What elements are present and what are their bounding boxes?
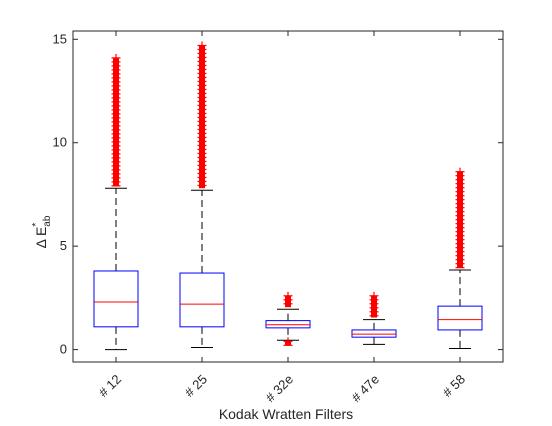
y-axis-label: Δ E*ab — [31, 215, 53, 248]
box-1 — [93, 53, 139, 351]
y-axis-label-subscript: ab — [42, 215, 53, 227]
box-iqr — [179, 272, 225, 328]
outlier-band — [199, 45, 205, 189]
y-axis-label-superscript: * — [31, 223, 42, 227]
x-axis-label: Kodak Wratten Filters — [219, 406, 353, 422]
high-outliers — [283, 291, 293, 308]
x-tick-label: # 47e — [349, 372, 383, 406]
box-series — [93, 41, 483, 351]
y-tick-label: 5 — [60, 238, 67, 253]
low-outliers — [283, 337, 293, 346]
box-iqr — [93, 270, 139, 328]
y-tick-label: 0 — [60, 342, 67, 357]
high-outliers — [197, 41, 207, 189]
box-iqr — [265, 320, 311, 329]
y-axis-label-main: Δ E — [33, 227, 49, 249]
y-tick-label: 15 — [53, 31, 67, 46]
high-outliers — [111, 53, 121, 187]
box-5 — [437, 167, 483, 350]
high-outliers — [455, 167, 465, 269]
box-iqr — [351, 329, 397, 338]
x-tick-label: # 25 — [182, 372, 211, 401]
outlier-band — [285, 295, 291, 308]
box-2 — [179, 41, 225, 349]
x-axis-ticks: # 12 # 25 # 32e # 47e # 58 — [96, 31, 469, 406]
x-tick-label: # 58 — [440, 372, 469, 401]
outlier-band — [371, 295, 377, 318]
x-tick-label: # 12 — [96, 372, 125, 401]
x-tick-label: # 32e — [263, 372, 297, 406]
box-3 — [265, 291, 311, 346]
y-tick-label: 10 — [53, 135, 67, 150]
high-outliers — [369, 291, 379, 318]
box-4 — [351, 291, 397, 345]
box-iqr — [437, 305, 483, 331]
y-axis-ticks: 0 5 10 15 — [53, 31, 503, 357]
